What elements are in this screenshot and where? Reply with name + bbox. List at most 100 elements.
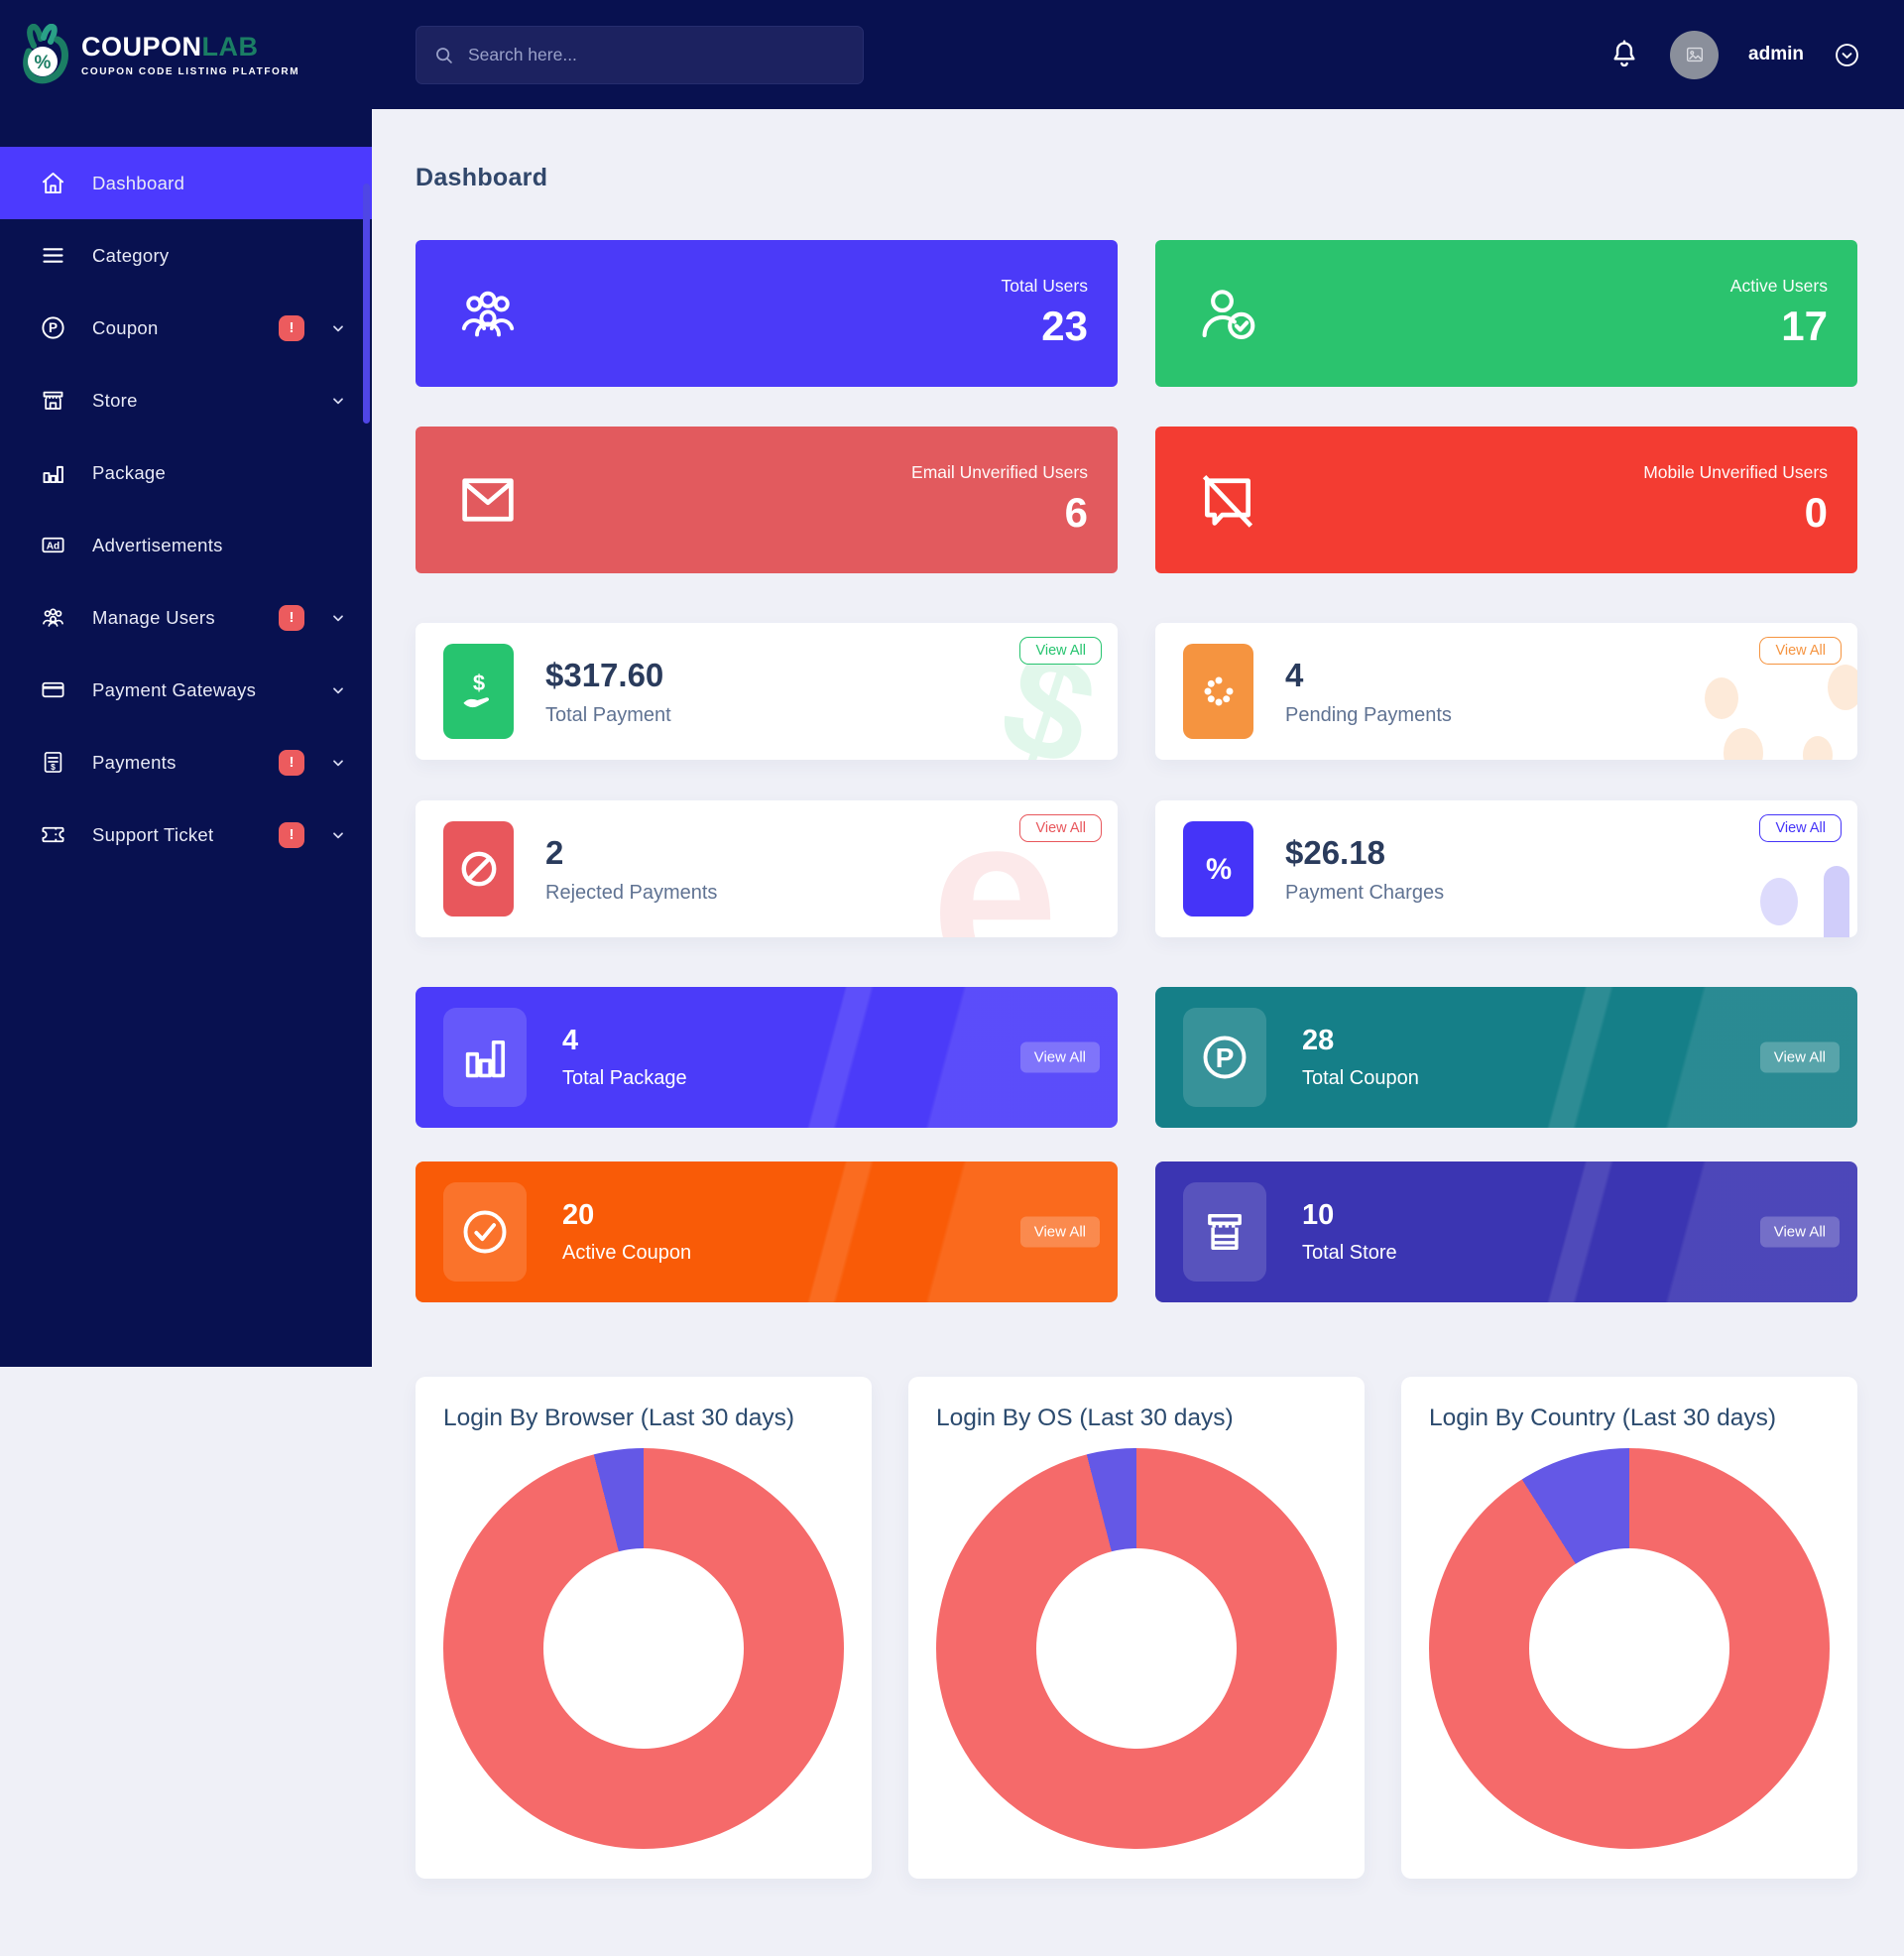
summary-label: Total Payment [545, 703, 671, 726]
sidebar-item-coupon[interactable]: P Coupon ! [0, 292, 372, 364]
invoice-icon: $ [40, 749, 66, 776]
stat-label: Total Users [1001, 276, 1088, 297]
donut-chart-wrap [443, 1448, 844, 1850]
search-box [416, 25, 864, 84]
charts-grid: Login By Browser (Last 30 days) Login By… [416, 1377, 1857, 1880]
stat-value: 6 [1064, 489, 1088, 537]
chevron-down-icon[interactable] [330, 827, 346, 843]
user-check-icon [1195, 281, 1260, 346]
stat-label: Mobile Unverified Users [1643, 462, 1828, 483]
svg-text:%: % [35, 53, 52, 73]
summary-label: Pending Payments [1285, 703, 1452, 726]
view-all-button[interactable]: View All [1019, 1041, 1100, 1073]
sidebar-scrollbar[interactable] [363, 183, 370, 424]
total-value: 4 [562, 1025, 579, 1056]
summary-value: $317.60 [545, 656, 664, 693]
summary-label: Rejected Payments [545, 881, 718, 904]
main-area: admin Dashboard Total Users 23 [372, 0, 1904, 1918]
topbar: admin [372, 0, 1904, 109]
active-users-card[interactable]: Active Users 17 [1155, 240, 1857, 387]
donut-hole [1036, 1548, 1237, 1750]
search-icon [433, 45, 454, 65]
donut-hole [543, 1548, 744, 1750]
coupon-icon: P [40, 314, 66, 341]
percent-icon: % [1183, 821, 1253, 917]
sidebar-item-label: Package [92, 461, 167, 483]
view-all-button[interactable]: View All [1759, 637, 1842, 665]
svg-text:Ad: Ad [47, 541, 60, 551]
sidebar-item-payments[interactable]: $ Payments ! [0, 726, 372, 798]
svg-text:%: % [1205, 853, 1231, 886]
ad-icon: Ad [40, 532, 66, 558]
stat-value: 23 [1041, 303, 1088, 350]
users-icon [40, 604, 66, 631]
sidebar-item-label: Payment Gateways [92, 678, 257, 700]
summary-cards-grid: $ $317.60 Total Payment View All $ 4 [416, 623, 1857, 937]
bar-chart-icon [443, 1008, 527, 1107]
check-circle-icon [443, 1182, 527, 1282]
view-all-button[interactable]: View All [1019, 814, 1102, 842]
rejected-payments-card: 2 Rejected Payments View All e [416, 800, 1118, 937]
total-cards-grid: 4 Total Package View All P 28 Total Coup… [416, 987, 1857, 1302]
total-payment-card: $ $317.60 Total Payment View All $ [416, 623, 1118, 760]
login-by-browser-donut[interactable] [443, 1448, 844, 1850]
email-unverified-card[interactable]: Email Unverified Users 6 [416, 427, 1118, 573]
donut-chart-wrap [936, 1448, 1337, 1850]
ban-icon [443, 821, 514, 917]
sidebar-item-label: Category [92, 244, 170, 266]
sidebar-item-manage-users[interactable]: Manage Users ! [0, 581, 372, 654]
chevron-down-icon[interactable] [330, 393, 346, 409]
sidebar-item-label: Payments [92, 751, 177, 773]
total-value: 28 [1302, 1025, 1335, 1056]
sidebar-item-store[interactable]: Store [0, 364, 372, 436]
brand-logo-icon: % [20, 23, 71, 85]
view-all-button[interactable]: View All [1019, 1216, 1100, 1248]
total-value: 10 [1302, 1199, 1335, 1231]
sidebar-item-advertisements[interactable]: Ad Advertisements [0, 509, 372, 581]
list-icon [40, 242, 66, 269]
donut-chart-wrap [1429, 1448, 1830, 1850]
chevron-down-icon[interactable] [330, 610, 346, 626]
svg-text:$: $ [51, 762, 56, 772]
sidebar-item-label: Dashboard [92, 172, 185, 193]
store-icon [1183, 1182, 1266, 1282]
summary-value: 4 [1285, 656, 1304, 693]
search-input[interactable] [416, 25, 864, 84]
chevron-down-icon[interactable] [330, 755, 346, 771]
view-all-button[interactable]: View All [1759, 814, 1842, 842]
sidebar-item-payment-gateways[interactable]: Payment Gateways [0, 654, 372, 726]
store-icon [40, 387, 66, 414]
brand-logo[interactable]: % COUPONLAB COUPON CODE LISTING PLATFORM [0, 0, 372, 109]
user-name[interactable]: admin [1748, 44, 1804, 64]
chart-title: Login By OS (Last 30 days) [936, 1405, 1234, 1431]
mobile-unverified-card[interactable]: Mobile Unverified Users 0 [1155, 427, 1857, 573]
summary-value: $26.18 [1285, 833, 1385, 871]
chevron-down-icon[interactable] [330, 320, 346, 336]
view-all-button[interactable]: View All [1759, 1216, 1840, 1248]
sidebar-item-category[interactable]: Category [0, 219, 372, 292]
ticket-icon [40, 821, 66, 848]
summary-label: Payment Charges [1285, 881, 1445, 904]
chevron-down-icon[interactable] [330, 682, 346, 698]
user-menu-chevron-icon[interactable] [1834, 42, 1860, 68]
view-all-button[interactable]: View All [1019, 637, 1102, 665]
notifications-bell-icon[interactable] [1608, 38, 1640, 71]
sidebar-item-support-ticket[interactable]: Support Ticket ! [0, 798, 372, 871]
pending-payments-card: 4 Pending Payments View All [1155, 623, 1857, 760]
total-users-card[interactable]: Total Users 23 [416, 240, 1118, 387]
login-by-os-donut[interactable] [936, 1448, 1337, 1850]
chart-title: Login By Country (Last 30 days) [1429, 1405, 1776, 1431]
sidebar-item-label: Store [92, 389, 138, 411]
total-coupon-card: P 28 Total Coupon View All [1155, 987, 1857, 1128]
stat-cards-grid: Total Users 23 Active Users 17 [416, 240, 1857, 573]
stat-label: Active Users [1729, 276, 1828, 297]
sidebar-item-label: Advertisements [92, 534, 223, 555]
view-all-button[interactable]: View All [1759, 1041, 1840, 1073]
sidebar-item-dashboard[interactable]: Dashboard [0, 147, 372, 219]
user-avatar[interactable] [1670, 30, 1720, 79]
total-label: Total Store [1302, 1242, 1397, 1264]
svg-text:P: P [1216, 1042, 1235, 1073]
sidebar-item-label: Manage Users [92, 606, 215, 628]
sidebar-item-package[interactable]: Package [0, 436, 372, 509]
login-by-country-donut[interactable] [1429, 1448, 1830, 1850]
